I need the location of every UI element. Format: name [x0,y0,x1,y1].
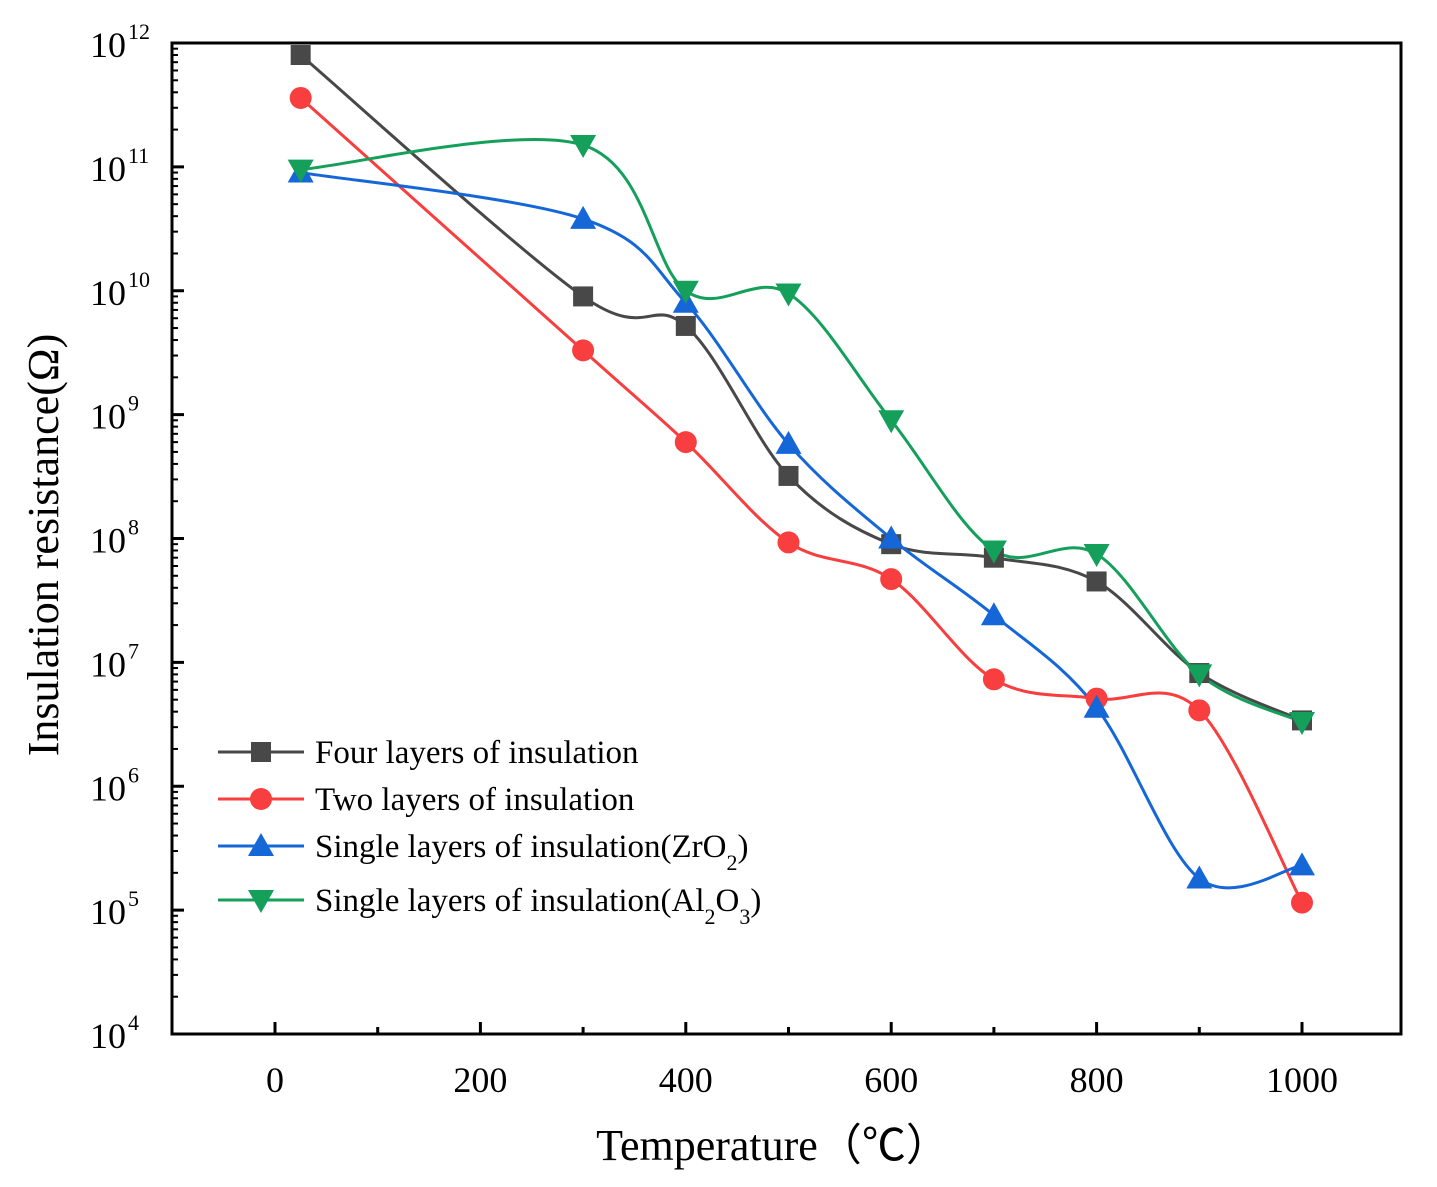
y-tick-exponent: 7 [128,638,139,663]
x-tick-label: 400 [659,1060,713,1100]
data-point-series-1 [1086,571,1107,592]
legend-label-subscript: 3 [739,904,750,929]
legend-label: Four layers of insulation [315,735,639,771]
legend: Four layers of insulation Two layers of i… [218,735,761,929]
x-axis-title: Temperature（℃） [596,1121,950,1170]
data-point-series-3 [878,525,905,549]
series-line-1 [299,53,1303,722]
series-line-3 [300,171,1303,890]
data-point-series-4 [672,280,699,304]
y-tick-label: 10 [90,892,126,932]
y-tick-label: 10 [90,397,126,437]
y-tick-exponent: 8 [128,515,139,540]
y-tick-exponent: 11 [128,143,149,168]
data-point-series-1 [573,286,594,307]
data-point-series-4 [1186,664,1213,688]
legend-marker [250,788,272,810]
legend-label-part: Two layers of insulation [315,782,634,818]
data-point-series-4 [878,410,905,434]
x-tick-label: 200 [453,1060,507,1100]
y-tick-label: 10 [90,1016,126,1056]
legend-label-part: ) [750,883,761,919]
x-tick-label: 0 [266,1060,284,1100]
legend-label: Single layers of insulation(Al2O3) [315,883,761,929]
data-point-series-2 [674,431,697,454]
y-tick-exponent: 5 [128,886,139,911]
legend-label: Single layers of insulation(ZrO2) [315,829,749,875]
y-tick-exponent: 12 [128,19,150,44]
y-tick-label: 10 [90,644,126,684]
x-tick-label: 1000 [1266,1060,1338,1100]
y-tick-exponent: 10 [128,267,150,292]
y-tick-label: 10 [90,25,126,65]
axes-ticks [172,41,1304,1036]
legend-marker [248,890,274,913]
data-point-series-4 [570,135,597,159]
legend-label-subscript: 2 [705,904,716,929]
legend-label-part: Single layers of insulation(ZrO [315,829,727,865]
legend-label-part: O [716,883,740,919]
data-point-series-3 [570,205,597,229]
legend-label: Two layers of insulation [315,782,634,818]
y-tick-exponent: 4 [128,1010,139,1035]
data-point-series-1 [675,315,696,336]
y-tick-exponent: 6 [128,762,139,787]
data-point-series-4 [980,540,1007,564]
y-axis-title: Insulation resistance(Ω) [19,334,68,756]
data-point-series-3 [980,602,1007,626]
legend-label-subscript: 2 [727,850,738,875]
data-point-series-2 [982,668,1005,691]
data-point-series-1 [290,45,311,66]
plot-lines [299,53,1304,904]
data-point-series-4 [1083,543,1110,567]
legend-label-part: ) [738,829,749,865]
x-tick-label: 600 [864,1060,918,1100]
data-point-series-2 [1188,699,1211,722]
data-point-series-1 [778,465,799,486]
legend-marker [251,742,271,762]
y-tick-label: 10 [90,273,126,313]
legend-label-part: Single layers of insulation(Al [315,883,705,919]
data-point-series-4 [287,159,314,183]
legend-marker [248,833,274,856]
y-tick-label: 10 [90,149,126,189]
data-point-series-2 [289,86,312,109]
data-point-series-2 [880,568,903,591]
legend-label-part: Four layers of insulation [315,735,639,771]
y-tick-label: 10 [90,768,126,808]
series-line-4 [300,138,1303,724]
data-point-series-4 [775,283,802,307]
data-point-series-2 [572,339,595,362]
data-point-series-3 [1083,694,1110,718]
data-point-series-3 [1289,852,1315,876]
data-point-series-3 [1186,865,1213,889]
x-tick-label: 800 [1070,1060,1124,1100]
data-point-series-3 [775,430,802,454]
y-tick-exponent: 9 [128,391,139,416]
plot-markers [287,45,1315,914]
data-point-series-4 [1289,712,1315,736]
data-point-series-2 [777,531,800,554]
y-tick-label: 10 [90,521,126,561]
data-point-series-2 [1291,891,1313,914]
